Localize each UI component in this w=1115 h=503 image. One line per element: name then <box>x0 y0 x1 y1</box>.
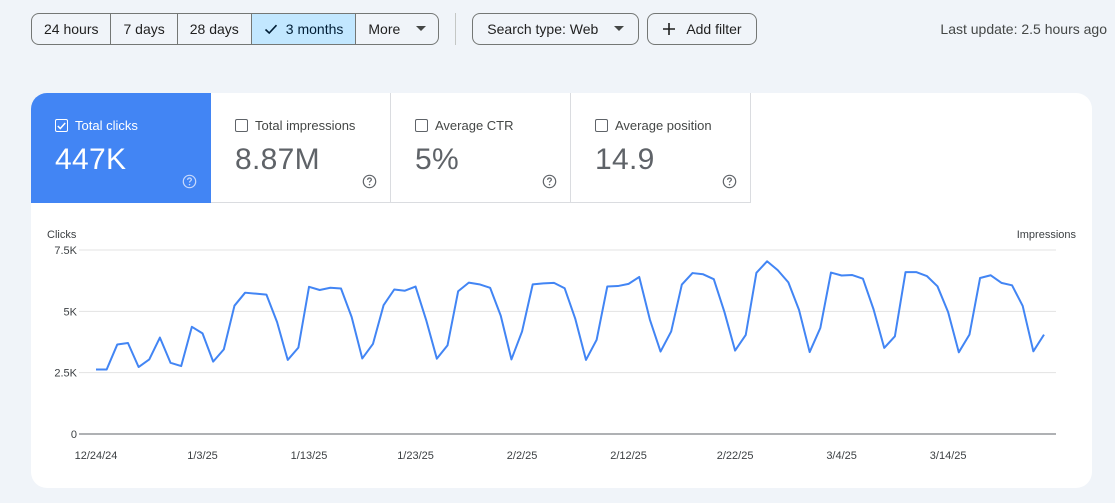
chevron-down-icon <box>416 26 427 31</box>
metric-value: 447K <box>55 143 127 176</box>
metric-average-ctr[interactable]: Average CTR 5% <box>391 93 571 203</box>
x-tick-label: 2/22/25 <box>717 450 754 462</box>
range-7-days-button[interactable]: 7 days <box>111 14 178 44</box>
check-icon <box>264 24 277 35</box>
help-circle-icon[interactable] <box>542 174 557 189</box>
plus-icon <box>663 23 676 35</box>
help-circle-icon[interactable] <box>182 174 197 189</box>
chevron-down-icon <box>614 26 625 31</box>
clicks-series-line <box>96 260 1045 371</box>
search-type-dropdown[interactable]: Search type: Web <box>472 13 640 45</box>
metric-value: 8.87M <box>235 143 320 176</box>
check-icon <box>57 122 66 130</box>
y-axis-title-left: Clicks <box>47 229 77 241</box>
x-tick-label: 12/24/24 <box>75 450 118 462</box>
metric-total-clicks[interactable]: Total clicks 447K <box>31 93 211 203</box>
toolbar-divider <box>455 13 457 45</box>
metric-label: Average position <box>615 118 712 133</box>
toolbar: 24 hours 7 days 28 days 3 months More Se… <box>31 13 1107 45</box>
range-more-dropdown[interactable]: More <box>356 14 438 44</box>
metric-label-row: Average CTR <box>415 118 570 133</box>
x-tick-label: 3/4/25 <box>826 450 857 462</box>
x-axis-ticks: 12/24/24 1/3/25 1/13/25 1/23/25 2/2/25 2/12/2… <box>75 450 967 462</box>
clicks-chart[interactable]: Clicks Impressions 0 2.5K 5K 7.5K 12/24/24 1… <box>31 203 1092 488</box>
y-tick-label: 2.5K <box>54 368 77 380</box>
range-label: 3 months <box>285 21 344 37</box>
y-axis-title-right: Impressions <box>1017 229 1077 241</box>
metric-total-impressions[interactable]: Total impressions 8.87M <box>211 93 391 203</box>
metric-label: Total clicks <box>75 118 138 133</box>
help-circle-icon[interactable] <box>362 174 377 189</box>
y-tick-label: 7.5K <box>54 245 77 257</box>
y-tick-label: 5K <box>64 306 78 318</box>
checkbox-icon[interactable] <box>235 119 248 132</box>
metric-tabs: Total clicks 447K Total impressions 8.87… <box>31 93 1092 203</box>
help-circle-icon[interactable] <box>722 174 737 189</box>
add-filter-label: Add filter <box>686 21 742 37</box>
metric-label: Total impressions <box>255 118 356 133</box>
y-axis-ticks: 0 2.5K 5K 7.5K <box>54 245 77 441</box>
performance-card: Total clicks 447K Total impressions 8.87… <box>31 93 1092 488</box>
metric-label-row: Total impressions <box>235 118 390 133</box>
chart-series <box>96 260 1045 371</box>
add-filter-button[interactable]: Add filter <box>647 13 757 45</box>
x-tick-label: 1/23/25 <box>397 450 434 462</box>
range-label: 24 hours <box>44 21 99 37</box>
checkbox-icon[interactable] <box>415 119 428 132</box>
metric-label: Average CTR <box>435 118 514 133</box>
range-label: More <box>368 21 401 37</box>
range-label: 7 days <box>123 21 165 37</box>
x-tick-label: 1/3/25 <box>187 450 218 462</box>
metric-label-row: Total clicks <box>55 118 210 133</box>
checkbox-icon[interactable] <box>55 119 68 132</box>
chart-grid <box>79 249 1056 435</box>
x-tick-label: 2/12/25 <box>610 450 647 462</box>
metric-value: 14.9 <box>595 143 655 176</box>
metric-value: 5% <box>415 143 459 176</box>
metric-average-position[interactable]: Average position 14.9 <box>571 93 751 203</box>
last-update-text: Last update: 2.5 hours ago <box>940 21 1107 37</box>
range-24-hours-button[interactable]: 24 hours <box>32 14 112 44</box>
date-range-selector: 24 hours 7 days 28 days 3 months More <box>31 13 440 45</box>
range-28-days-button[interactable]: 28 days <box>178 14 252 44</box>
metric-label-row: Average position <box>595 118 750 133</box>
y-tick-label: 0 <box>71 429 77 441</box>
x-tick-label: 3/14/25 <box>930 450 967 462</box>
x-tick-label: 2/2/25 <box>507 450 538 462</box>
range-label: 28 days <box>189 21 239 37</box>
x-tick-label: 1/13/25 <box>291 450 328 462</box>
search-type-label: Search type: Web <box>487 21 599 37</box>
range-3-months-button[interactable]: 3 months <box>251 14 357 44</box>
checkbox-icon[interactable] <box>595 119 608 132</box>
